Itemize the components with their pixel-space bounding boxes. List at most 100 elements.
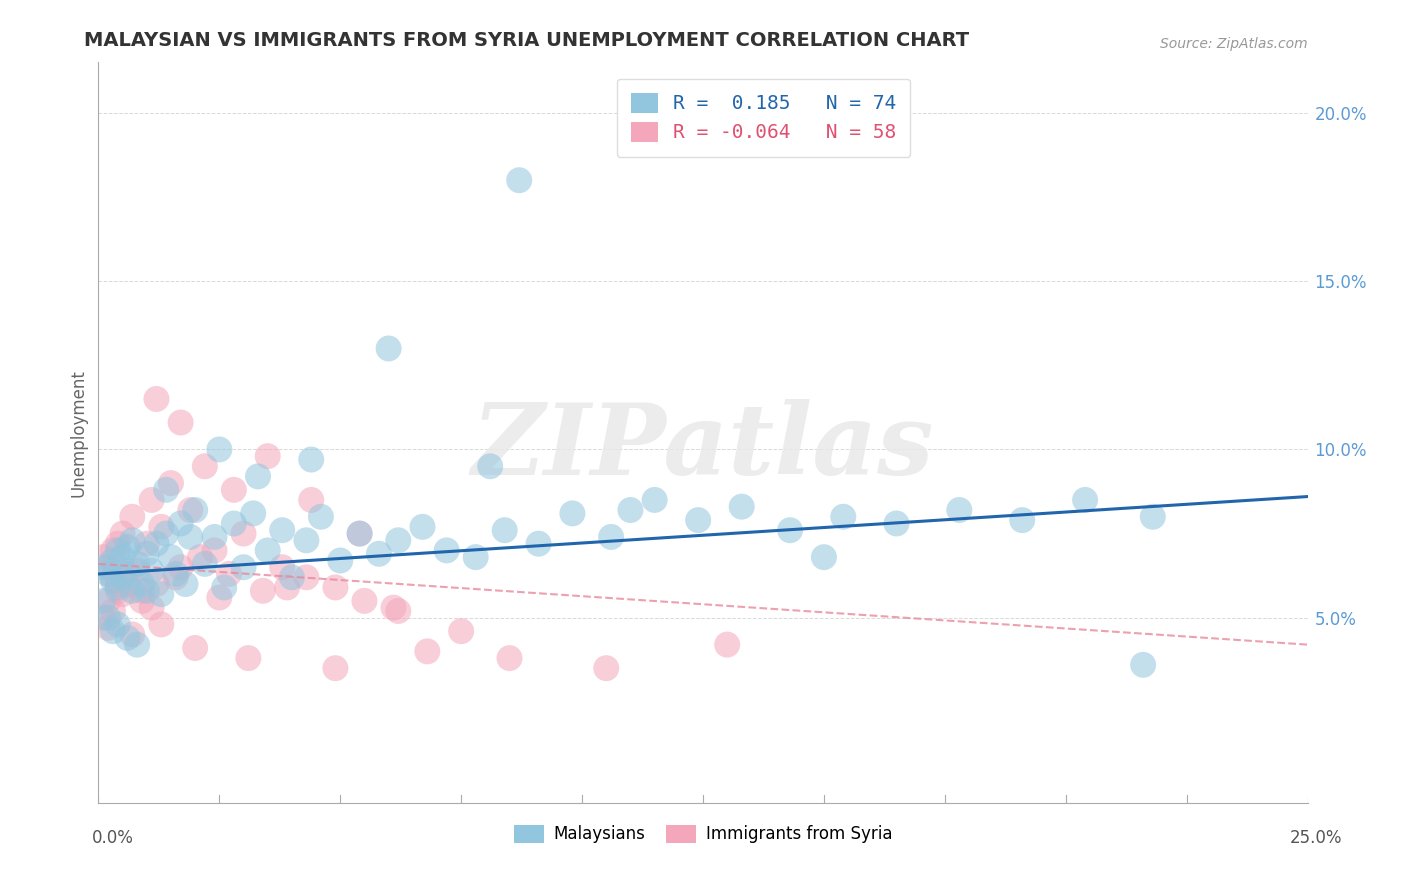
Point xyxy=(387,533,409,548)
Point xyxy=(117,564,139,578)
Point xyxy=(169,560,191,574)
Point xyxy=(948,503,970,517)
Point xyxy=(479,459,502,474)
Point xyxy=(222,516,245,531)
Point xyxy=(561,507,583,521)
Point xyxy=(141,564,163,578)
Point xyxy=(281,570,304,584)
Point xyxy=(779,523,801,537)
Point xyxy=(886,516,908,531)
Point xyxy=(107,617,129,632)
Point xyxy=(416,644,439,658)
Text: Source: ZipAtlas.com: Source: ZipAtlas.com xyxy=(1160,37,1308,52)
Point xyxy=(107,583,129,598)
Point xyxy=(276,581,298,595)
Point xyxy=(436,543,458,558)
Point xyxy=(135,547,157,561)
Point xyxy=(188,550,211,565)
Point xyxy=(309,509,332,524)
Point xyxy=(349,526,371,541)
Point xyxy=(1011,513,1033,527)
Point xyxy=(208,442,231,457)
Point xyxy=(232,526,254,541)
Point xyxy=(450,624,472,639)
Point xyxy=(368,547,391,561)
Text: 0.0%: 0.0% xyxy=(91,829,134,847)
Point xyxy=(107,577,129,591)
Point xyxy=(131,594,153,608)
Point xyxy=(150,520,173,534)
Point xyxy=(127,564,149,578)
Point xyxy=(97,560,120,574)
Point xyxy=(91,550,114,565)
Point xyxy=(325,661,347,675)
Point xyxy=(349,526,371,541)
Point xyxy=(184,640,207,655)
Point xyxy=(91,594,114,608)
Point xyxy=(107,581,129,595)
Point xyxy=(117,566,139,581)
Point xyxy=(127,638,149,652)
Point xyxy=(271,523,294,537)
Point xyxy=(208,591,231,605)
Point xyxy=(150,587,173,601)
Point xyxy=(150,617,173,632)
Point xyxy=(169,516,191,531)
Point xyxy=(204,530,226,544)
Point xyxy=(107,536,129,550)
Point xyxy=(813,550,835,565)
Point xyxy=(155,483,177,497)
Point xyxy=(91,560,114,574)
Point xyxy=(117,631,139,645)
Point xyxy=(111,587,134,601)
Point xyxy=(135,583,157,598)
Point xyxy=(242,507,264,521)
Text: ZIPatlas: ZIPatlas xyxy=(472,400,934,496)
Point xyxy=(498,651,520,665)
Point xyxy=(256,543,278,558)
Point xyxy=(145,577,167,591)
Point xyxy=(299,492,322,507)
Point xyxy=(97,610,120,624)
Point xyxy=(222,483,245,497)
Point xyxy=(117,540,139,554)
Point xyxy=(121,509,143,524)
Point xyxy=(194,459,217,474)
Point xyxy=(179,530,201,544)
Point xyxy=(299,452,322,467)
Point xyxy=(1074,492,1097,507)
Point xyxy=(165,570,187,584)
Point xyxy=(174,577,197,591)
Point xyxy=(160,476,183,491)
Point xyxy=(111,570,134,584)
Point xyxy=(121,583,143,598)
Text: 25.0%: 25.0% xyxy=(1291,829,1343,847)
Point xyxy=(97,594,120,608)
Point xyxy=(619,503,641,517)
Point xyxy=(1132,657,1154,672)
Point xyxy=(464,550,486,565)
Point xyxy=(194,557,217,571)
Point xyxy=(97,621,120,635)
Point xyxy=(295,570,318,584)
Point xyxy=(155,526,177,541)
Point xyxy=(145,536,167,550)
Point xyxy=(377,342,399,356)
Point xyxy=(212,581,235,595)
Point xyxy=(131,583,153,598)
Point xyxy=(256,449,278,463)
Point xyxy=(688,513,710,527)
Point xyxy=(101,570,124,584)
Point xyxy=(832,509,855,524)
Point xyxy=(101,604,124,618)
Point xyxy=(160,550,183,565)
Point xyxy=(325,581,347,595)
Point xyxy=(145,392,167,406)
Point xyxy=(247,469,270,483)
Point xyxy=(508,173,530,187)
Point xyxy=(101,624,124,639)
Point xyxy=(101,574,124,588)
Point xyxy=(121,627,143,641)
Point xyxy=(135,536,157,550)
Point xyxy=(238,651,260,665)
